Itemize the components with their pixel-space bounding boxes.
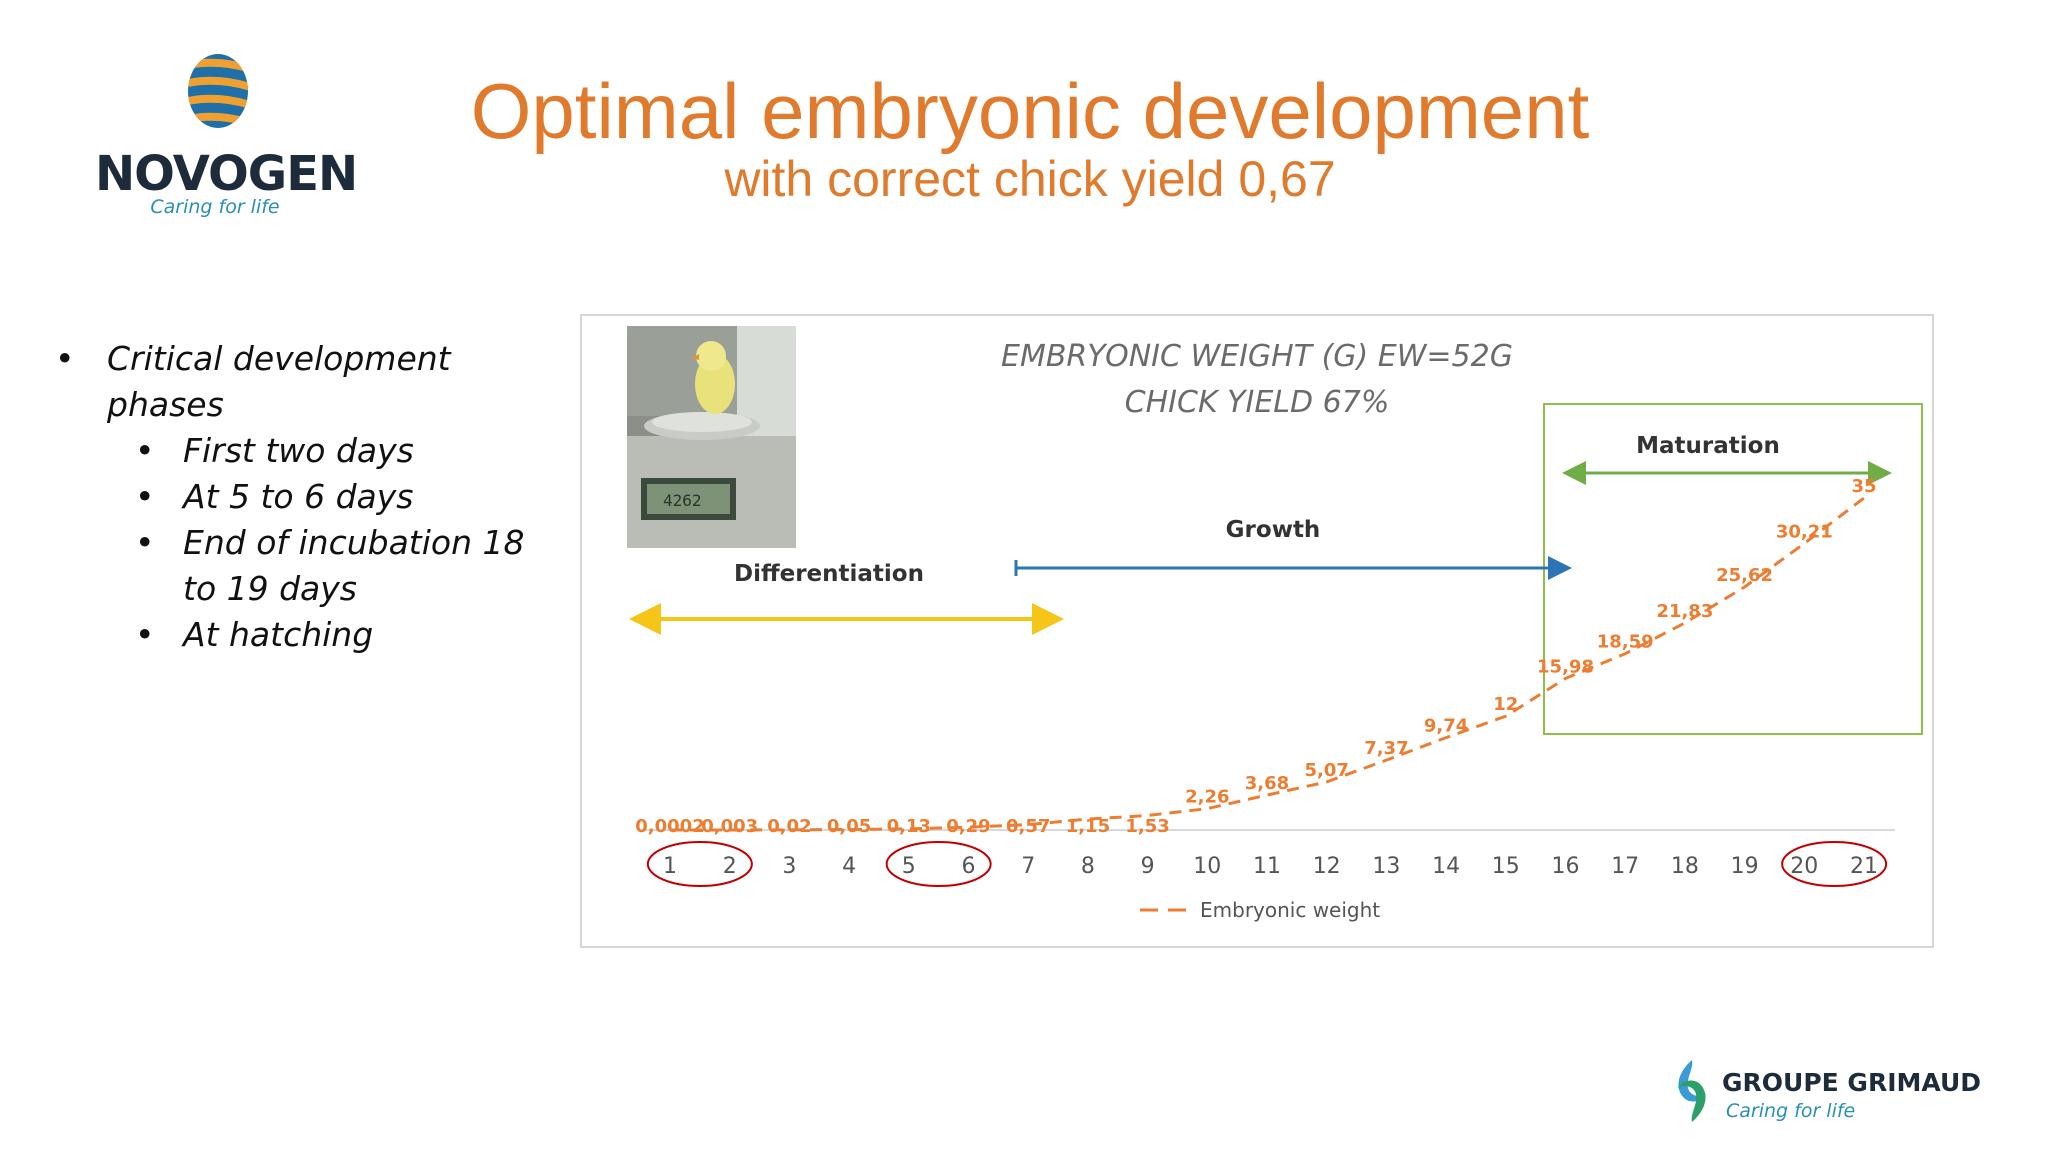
slide-title: Optimal embryonic development	[470, 67, 1590, 155]
bullet-main: Critical development phases	[55, 336, 555, 428]
x-tick-label: 2	[723, 854, 737, 879]
x-tick-label: 21	[1850, 854, 1878, 879]
data-label: 0,13	[887, 816, 931, 837]
x-tick-label: 20	[1790, 854, 1818, 879]
svg-text:4262: 4262	[663, 491, 702, 510]
globe-icon	[188, 54, 248, 128]
data-label: 0,02	[767, 816, 811, 837]
data-label: 30,21	[1776, 521, 1833, 542]
data-label: 1,53	[1125, 816, 1169, 837]
data-label: 21,83	[1656, 601, 1713, 622]
x-tick-label: 17	[1611, 854, 1639, 879]
bullet-item: At hatching	[55, 612, 555, 658]
groupe-grimaud-logo: GROUPE GRIMAUD Caring for life	[1672, 1058, 2002, 1128]
bullet-item: First two days	[55, 428, 555, 474]
x-tick-label: 16	[1552, 854, 1580, 879]
group-name: GROUPE GRIMAUD	[1722, 1068, 1982, 1097]
bullet-item: End of incubation 18 to 19 days	[55, 520, 555, 612]
data-label: 25,62	[1716, 565, 1773, 586]
bullet-item: At 5 to 6 days	[55, 474, 555, 520]
data-label: 0,57	[1006, 816, 1050, 837]
data-label: 0,29	[946, 816, 990, 837]
series-line	[670, 496, 1865, 832]
data-label: 15,98	[1537, 656, 1594, 677]
novogen-logo: NOVOGEN Caring for life	[95, 50, 358, 230]
x-tick-label: 1	[663, 854, 677, 879]
brand-tagline: Caring for life	[150, 196, 280, 218]
data-label: 5,07	[1304, 760, 1348, 781]
data-label: 0,05	[827, 816, 871, 837]
growth-label: Growth	[1226, 517, 1321, 543]
x-tick-label: 18	[1671, 854, 1699, 879]
group-tagline: Caring for life	[1726, 1100, 1856, 1122]
chick-photo: 4262	[627, 326, 796, 548]
highlight-oval	[646, 841, 753, 887]
x-tick-label: 13	[1372, 854, 1400, 879]
data-label: 7,37	[1364, 738, 1408, 759]
x-tick-label: 3	[782, 854, 796, 879]
data-label: 0,003	[701, 816, 758, 837]
x-tick-label: 10	[1193, 854, 1221, 879]
x-tick-label: 11	[1253, 854, 1281, 879]
data-label: 12	[1493, 694, 1518, 715]
grimaud-mark-icon	[1678, 1060, 1706, 1122]
x-tick-label: 9	[1141, 854, 1155, 879]
x-tick-label: 6	[962, 854, 976, 879]
highlight-oval	[1781, 841, 1888, 887]
brand-name: NOVOGEN	[95, 146, 358, 202]
x-tick-label: 8	[1081, 854, 1095, 879]
x-tick-label: 14	[1432, 854, 1460, 879]
data-label: 35	[1851, 476, 1876, 497]
bullet-list: Critical development phases First two da…	[55, 336, 555, 658]
data-label: 1,15	[1066, 816, 1110, 837]
x-tick-label: 15	[1492, 854, 1520, 879]
chart-subtitle: CHICK YIELD 67%	[1125, 385, 1390, 420]
x-tick-label: 12	[1313, 854, 1341, 879]
data-label: 18,59	[1597, 632, 1654, 653]
chart-title: EMBRYONIC WEIGHT (G) EW=52G	[1001, 339, 1513, 374]
highlight-oval	[885, 841, 992, 887]
slide-subtitle: with correct chick yield 0,67	[724, 151, 1336, 207]
data-label: 3,68	[1245, 773, 1289, 794]
data-label: 0,0002	[635, 816, 704, 837]
x-tick-label: 4	[842, 854, 856, 879]
legend-label: Embryonic weight	[1200, 898, 1380, 922]
x-tick-label: 7	[1021, 854, 1035, 879]
x-tick-label: 5	[902, 854, 916, 879]
data-label: 9,74	[1424, 716, 1468, 737]
maturation-label: Maturation	[1636, 433, 1780, 459]
differentiation-label: Differentiation	[734, 561, 924, 587]
data-label: 2,26	[1185, 787, 1229, 808]
x-tick-label: 19	[1731, 854, 1759, 879]
